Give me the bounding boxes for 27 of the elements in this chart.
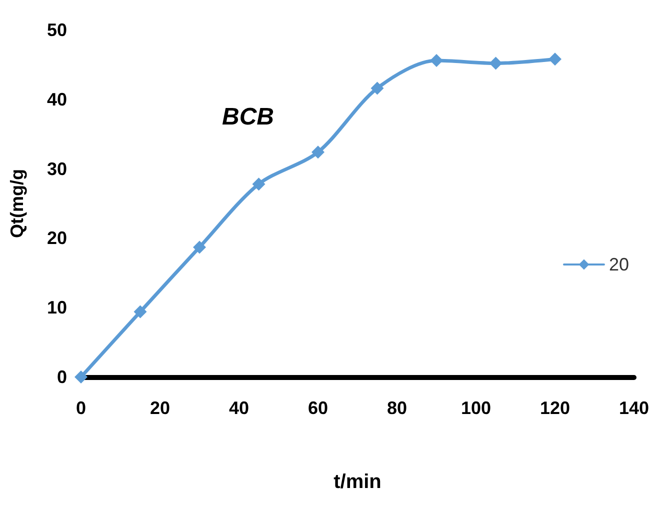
point: [193, 240, 206, 254]
point: [548, 52, 562, 66]
x-tick-label: 40: [228, 398, 250, 418]
x-tick-label: 140: [618, 398, 650, 418]
point: [74, 370, 88, 384]
x-tick-label: 80: [386, 398, 408, 418]
point: [134, 305, 147, 318]
x-tick-label: 0: [76, 398, 86, 418]
y-axis-title: Qt(mg/g: [7, 169, 27, 238]
x-tick-label: 100: [460, 398, 492, 418]
y-tick-label: 30: [46, 158, 67, 179]
x-tick-label: 20: [150, 398, 170, 418]
point: [430, 54, 443, 68]
x-tick-label: 60: [308, 398, 328, 418]
x-tick-label: 120: [540, 398, 570, 418]
y-tick-label: 50: [46, 20, 67, 40]
y-tick-label: 40: [46, 89, 67, 110]
point: [312, 146, 324, 159]
legend-label: 20: [608, 254, 630, 274]
y-tick-label: 10: [46, 298, 67, 318]
y-tick-label: 20: [46, 228, 67, 248]
point: [370, 82, 384, 95]
x-axis-title: t/min: [334, 471, 382, 493]
annotation: BCB: [222, 104, 274, 130]
y-tick-label: 0: [56, 367, 67, 387]
point: [489, 56, 502, 70]
point: [252, 178, 266, 191]
